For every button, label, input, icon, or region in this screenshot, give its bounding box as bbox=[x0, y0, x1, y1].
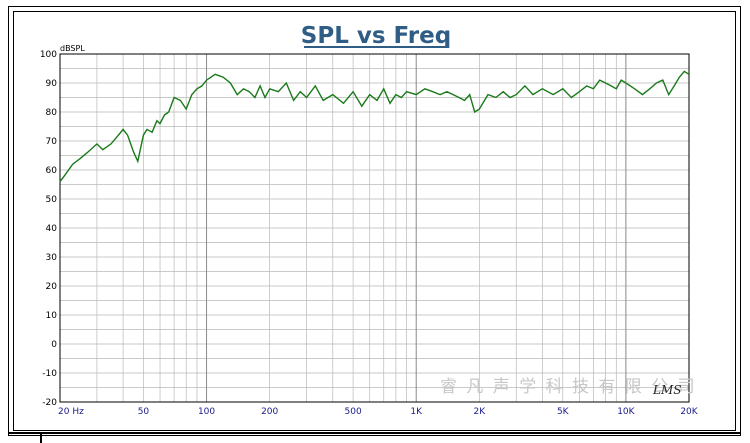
grid bbox=[59, 53, 690, 403]
plot-area-border bbox=[59, 53, 690, 403]
x-tick-label: 50 bbox=[138, 407, 150, 417]
y-tick-label: 90 bbox=[46, 79, 58, 89]
y-tick-label: -10 bbox=[42, 369, 57, 379]
x-tick-label: 200 bbox=[261, 407, 278, 417]
bottom-border-tick bbox=[40, 432, 42, 443]
y-axis-unit-label: dBSPL bbox=[60, 44, 85, 53]
y-tick-label: -20 bbox=[42, 398, 57, 408]
y-tick-label: 100 bbox=[40, 50, 57, 60]
y-tick-label: 60 bbox=[46, 166, 58, 176]
x-tick-label: 2K bbox=[474, 407, 487, 417]
y-tick-label: 40 bbox=[46, 224, 58, 234]
x-tick-label: 500 bbox=[345, 407, 362, 417]
x-tick-label: 1K bbox=[410, 407, 423, 417]
chart-inner-border bbox=[13, 11, 736, 431]
y-tick-label: 70 bbox=[46, 137, 58, 147]
y-tick-label: 0 bbox=[51, 340, 57, 350]
y-tick-label: 80 bbox=[46, 108, 58, 118]
watermark-text: 睿 凡 声 学 科 技 有 限 公 司 bbox=[440, 377, 697, 397]
y-tick-label: 30 bbox=[46, 253, 58, 263]
x-tick-labels: 20 Hz 50 100 200 500 1K 2K 5K 10K 20K bbox=[58, 407, 699, 417]
bottom-border-line bbox=[8, 432, 741, 434]
chart-frame bbox=[8, 6, 741, 436]
x-tick-label: 100 bbox=[198, 407, 215, 417]
y-tick-label: 20 bbox=[46, 282, 58, 292]
lms-signature: LMS bbox=[652, 383, 681, 397]
x-tick-label: 20K bbox=[680, 407, 698, 417]
x-tick-label: 20 Hz bbox=[58, 407, 84, 417]
y-tick-label: 10 bbox=[46, 311, 58, 321]
y-tick-label: 50 bbox=[46, 195, 58, 205]
spl-series-line bbox=[59, 70, 690, 183]
x-tick-label: 5K bbox=[557, 407, 570, 417]
x-tick-label: 10K bbox=[617, 407, 635, 417]
chart-title: SPL vs Freq bbox=[301, 23, 451, 49]
